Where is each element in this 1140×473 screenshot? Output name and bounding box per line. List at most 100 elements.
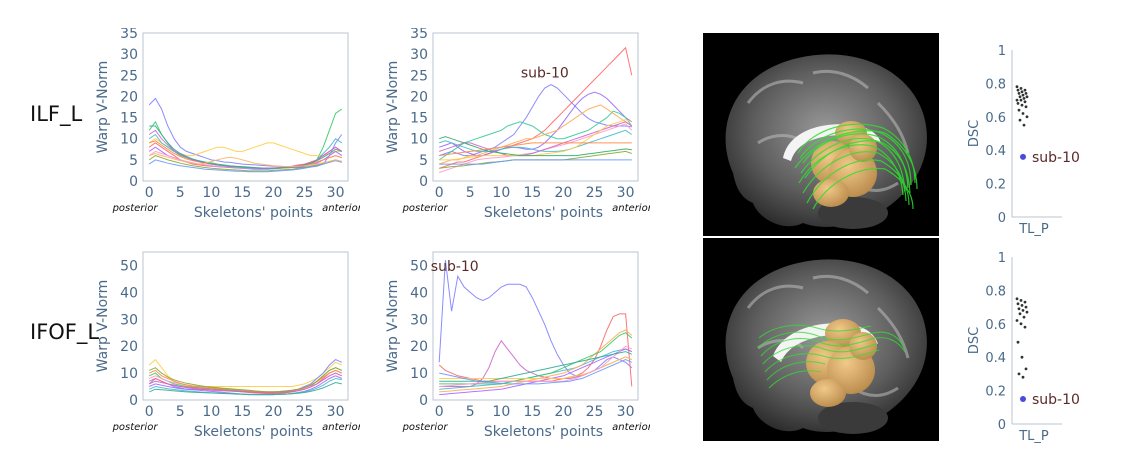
series-line bbox=[439, 91, 633, 157]
series-line bbox=[439, 129, 633, 152]
y-tick-label: 0.6 bbox=[985, 318, 1006, 333]
y-tick-label: 10 bbox=[410, 366, 428, 382]
series-line bbox=[149, 125, 342, 169]
ifof-subject-line-chart: 0 10 20 30 40 50 0 5 10 15 20 25 30 Skeletons' points… bbox=[385, 251, 650, 440]
series-line bbox=[439, 348, 632, 396]
x-tick-label: 20 bbox=[265, 185, 283, 201]
ilf-brain-render bbox=[703, 33, 939, 236]
x-tick-label: 20 bbox=[265, 404, 283, 420]
y-tick-label: 1 bbox=[998, 251, 1006, 266]
anterior-label: anterior bbox=[322, 422, 360, 433]
posterior-label: posterior bbox=[112, 203, 159, 214]
dsc-point bbox=[1016, 302, 1020, 306]
plot-frame bbox=[142, 251, 349, 401]
x-tick-label: 10 bbox=[202, 185, 220, 201]
y-tick-label: 20 bbox=[120, 339, 138, 355]
y-tick-label: 15 bbox=[410, 111, 428, 127]
dsc-point bbox=[1018, 95, 1022, 99]
y-tick-label: 40 bbox=[120, 285, 138, 301]
y-tick-label: 0.8 bbox=[985, 77, 1006, 92]
dsc-point bbox=[1015, 319, 1019, 322]
y-tick-label: 0.4 bbox=[985, 144, 1006, 159]
dsc-point bbox=[1024, 105, 1028, 109]
y-tick-label: 25 bbox=[410, 68, 428, 84]
y-tick-label: 0 bbox=[998, 211, 1006, 226]
dsc-point bbox=[1021, 309, 1025, 312]
series-line bbox=[149, 381, 342, 396]
brain-gyri bbox=[746, 274, 910, 397]
x-tick-label: 0 bbox=[435, 185, 444, 201]
dsc-point bbox=[1025, 115, 1029, 119]
y-tick-label: 20 bbox=[410, 339, 428, 355]
dsc-point bbox=[1018, 118, 1022, 122]
x-tick-label: 5 bbox=[466, 404, 475, 420]
x-tick-label: 30 bbox=[617, 404, 635, 420]
x-tick-label: 15 bbox=[523, 404, 541, 420]
y-tick-label: 0.2 bbox=[985, 178, 1006, 193]
x-tick-label: 0 bbox=[145, 185, 154, 201]
y-tick-label: 20 bbox=[410, 89, 428, 105]
category-label: TL_P bbox=[1018, 429, 1049, 444]
posterior-label: posterior bbox=[112, 422, 159, 433]
x-tick-label: 30 bbox=[617, 185, 635, 201]
y-tick-label: 0.4 bbox=[985, 351, 1006, 366]
dsc-point bbox=[1018, 312, 1022, 316]
x-tick-label: 5 bbox=[466, 185, 475, 201]
y-tick-label: 50 bbox=[120, 258, 138, 274]
y-tick-label: 40 bbox=[410, 285, 428, 301]
x-tick-label: 25 bbox=[586, 185, 604, 201]
y-tick-label: 0 bbox=[998, 418, 1006, 433]
x-tick-label: 5 bbox=[176, 404, 185, 420]
ifof-dsc-strip-plot: 0 0.2 0.4 0.6 0.8 1 TL_P DSC sub-10 bbox=[967, 251, 1080, 444]
series-line bbox=[149, 372, 342, 393]
dsc-point bbox=[1019, 87, 1023, 90]
series-line bbox=[439, 351, 632, 382]
y-tick-label: 30 bbox=[120, 47, 138, 63]
y-tick-label: 20 bbox=[120, 89, 138, 105]
dsc-point bbox=[1017, 108, 1021, 112]
x-tick-label: 5 bbox=[176, 185, 185, 201]
cerebellum-shade bbox=[818, 402, 888, 434]
x-tick-label: 30 bbox=[327, 404, 345, 420]
x-axis-label: Skeletons' points bbox=[484, 424, 603, 440]
y-tick-label: 1 bbox=[998, 44, 1006, 59]
x-tick-label: 0 bbox=[145, 404, 154, 420]
dsc-point bbox=[1016, 340, 1020, 344]
x-axis-label: Skeletons' points bbox=[194, 424, 313, 440]
anterior-label: anterior bbox=[612, 422, 650, 433]
y-tick-label: 0.6 bbox=[985, 111, 1006, 126]
dsc-point bbox=[1017, 92, 1021, 95]
dsc-point bbox=[1019, 98, 1023, 102]
x-tick-label: 25 bbox=[296, 185, 314, 201]
dsc-point bbox=[1021, 112, 1025, 115]
y-axis-label: DSC bbox=[967, 327, 982, 354]
dsc-point bbox=[1020, 103, 1024, 107]
x-axis-label: Skeletons' points bbox=[484, 205, 603, 221]
x-tick-label: 20 bbox=[555, 185, 573, 201]
dsc-point bbox=[1015, 297, 1019, 301]
anterior-label: anterior bbox=[322, 203, 360, 214]
row-label-ifof: IFOF_L bbox=[30, 320, 100, 344]
fiber-tract bbox=[794, 123, 918, 210]
plot-frame bbox=[432, 32, 639, 182]
dsc-point bbox=[1016, 102, 1020, 105]
y-tick-label: 5 bbox=[129, 153, 138, 169]
series-line bbox=[149, 152, 342, 168]
dsc-point bbox=[1023, 300, 1027, 304]
y-tick-label: 35 bbox=[120, 28, 138, 42]
y-tick-label: 25 bbox=[120, 68, 138, 84]
series-line bbox=[439, 104, 633, 165]
x-axis-label: Skeletons' points bbox=[194, 205, 313, 221]
ilf-dsc-strip-plot: 0 0.2 0.4 0.6 0.8 1 TL_P DSC sub-10 bbox=[967, 44, 1080, 237]
y-tick-label: 15 bbox=[120, 111, 138, 127]
series-line bbox=[439, 345, 632, 387]
sub-10-label: sub-10 bbox=[1032, 392, 1080, 408]
dsc-point bbox=[1024, 367, 1028, 371]
y-tick-label: 0 bbox=[419, 174, 428, 190]
series-line bbox=[439, 46, 633, 169]
series-line bbox=[438, 260, 633, 377]
sub-10-point bbox=[1020, 395, 1026, 402]
series-line bbox=[439, 136, 632, 157]
